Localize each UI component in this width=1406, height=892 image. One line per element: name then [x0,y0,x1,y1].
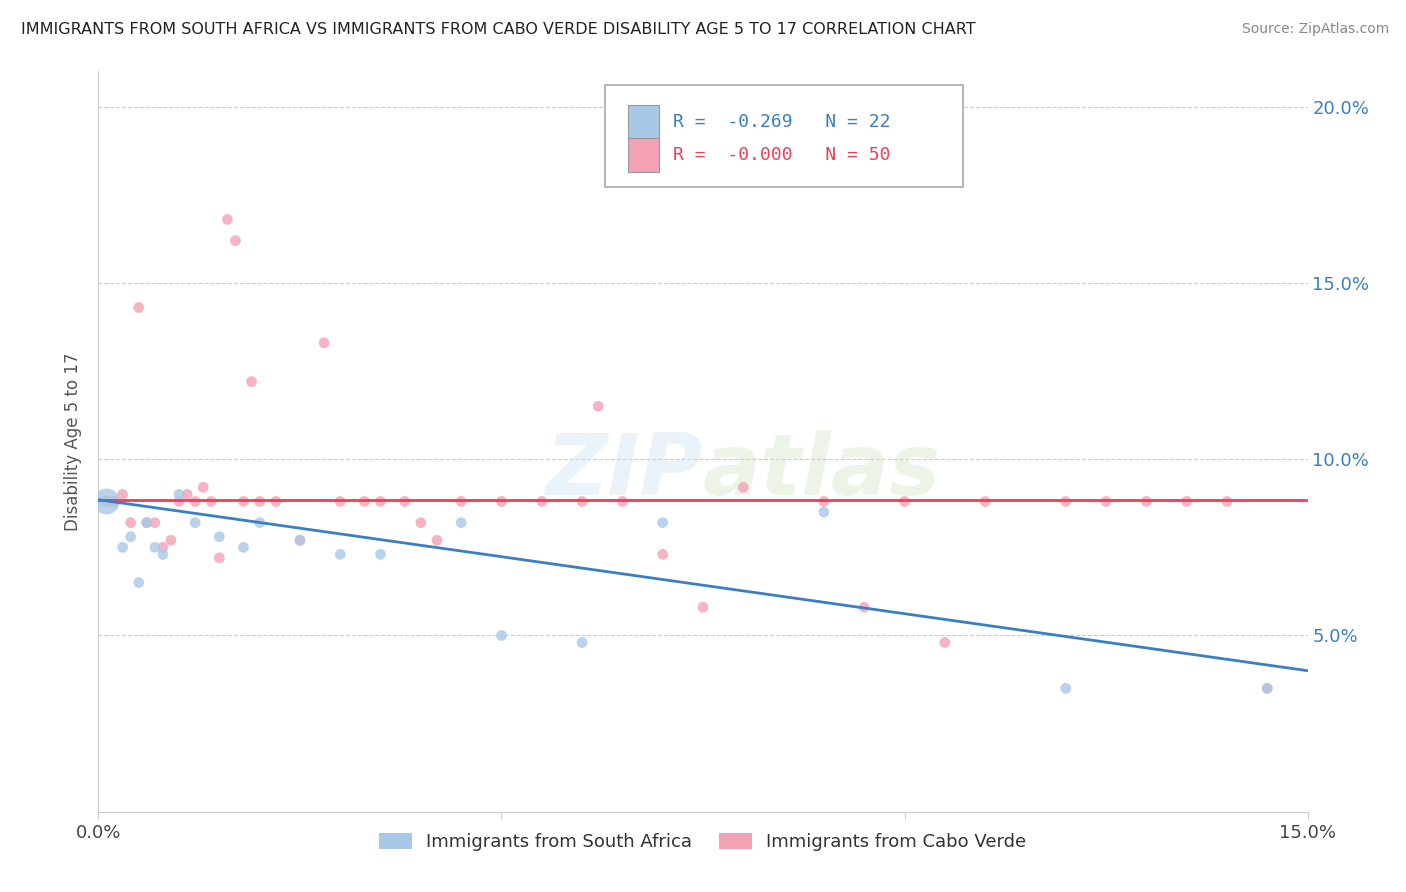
Point [264,494,287,508]
Text: atlas: atlas [703,430,941,513]
Point [103,494,125,508]
Point [1095,494,1118,508]
Point [200,494,222,508]
Point [193,480,215,494]
Point [152,541,174,555]
Point [450,494,472,508]
Point [974,494,997,508]
Point [152,547,174,561]
Point [288,533,311,548]
Point [1256,681,1278,696]
Point [167,494,190,508]
Point [184,516,207,530]
Text: IMMIGRANTS FROM SOUTH AFRICA VS IMMIGRANTS FROM CABO VERDE DISABILITY AGE 5 TO 1: IMMIGRANTS FROM SOUTH AFRICA VS IMMIGRAN… [21,22,976,37]
Point [96,494,118,508]
Point [426,533,449,548]
Point [314,335,336,350]
Legend: Immigrants from South Africa, Immigrants from Cabo Verde: Immigrants from South Africa, Immigrants… [373,825,1033,858]
Point [128,575,150,590]
Point [249,494,271,508]
Point [288,533,311,548]
Point [143,541,166,555]
Point [853,600,876,615]
Point [1135,494,1157,508]
Point [208,550,231,565]
Point [135,516,157,530]
Point [224,234,246,248]
Point [184,494,207,508]
Point [135,516,157,530]
Point [813,505,835,519]
Point [329,494,352,508]
Point [208,530,231,544]
Point [491,494,513,508]
Point [450,516,472,530]
Point [1175,494,1198,508]
Point [893,494,915,508]
Point [176,487,198,501]
Point [571,635,593,649]
Point [733,480,755,494]
Point [772,100,794,114]
Point [167,487,190,501]
Point [143,516,166,530]
Point [813,494,835,508]
Y-axis label: Disability Age 5 to 17: Disability Age 5 to 17 [65,352,83,531]
Point [240,375,263,389]
Point [111,541,134,555]
Point [1054,681,1077,696]
Point [111,487,134,501]
Point [530,494,553,508]
Point [329,547,352,561]
Text: ZIP: ZIP [546,430,703,513]
Point [249,516,271,530]
Point [128,301,150,315]
Point [394,494,416,508]
Point [1216,494,1239,508]
Point [1054,494,1077,508]
Point [120,516,142,530]
Point [612,494,634,508]
Point [232,541,254,555]
Point [96,494,118,508]
Point [409,516,432,530]
Point [491,628,513,642]
Point [1256,681,1278,696]
Point [692,600,714,615]
Text: R =  -0.269   N = 22: R = -0.269 N = 22 [673,113,891,131]
Point [120,530,142,544]
Point [232,494,254,508]
Text: R =  -0.000   N = 50: R = -0.000 N = 50 [673,146,891,164]
Point [217,212,239,227]
Point [571,494,593,508]
Point [370,494,392,508]
Point [651,516,673,530]
Point [651,547,673,561]
Point [586,399,609,413]
Point [353,494,375,508]
Point [370,547,392,561]
Text: Source: ZipAtlas.com: Source: ZipAtlas.com [1241,22,1389,37]
Point [934,635,956,649]
Point [160,533,183,548]
